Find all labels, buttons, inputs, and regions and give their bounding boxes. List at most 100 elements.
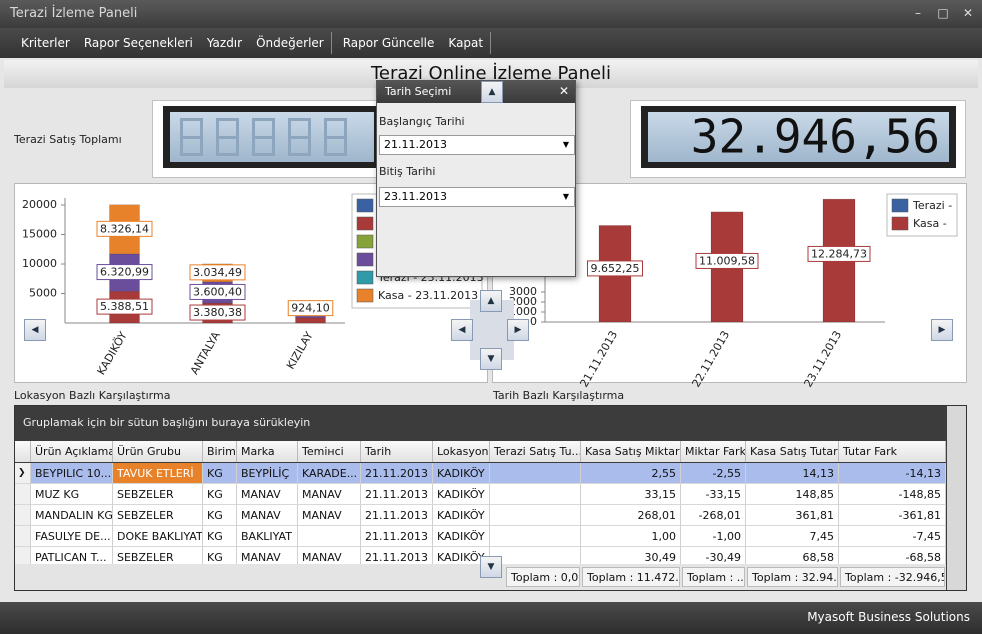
grid-cell[interactable]: KADIKÖY [433,484,490,505]
column-header[interactable]: Birim [203,441,237,462]
grid-cell[interactable]: MANAV [298,547,361,568]
company-name: Myasoft Business Solutions [807,610,970,624]
column-header[interactable]: Marka [237,441,298,462]
grid-cell[interactable]: -33,15 [681,484,746,505]
row-indicator [15,505,31,526]
date-combo[interactable]: 23.11.2013 ▼ [379,187,575,207]
status-bar: Myasoft Business Solutions [0,602,982,634]
grid-cell[interactable]: 2,55 [581,463,681,484]
grid-cell[interactable]: 21.11.2013 [361,463,433,484]
grid-cell[interactable]: 21.11.2013 [361,484,433,505]
expand-button[interactable]: ▼ [480,556,502,578]
grid-cell[interactable]: -1,00 [681,526,746,547]
popup-title: Tarih Seçimi [377,81,575,103]
grid-cell[interactable]: KG [203,505,237,526]
column-header[interactable]: Tutar Fark [839,441,946,462]
grid-cell[interactable]: SEBZELER [113,484,203,505]
grid-cell[interactable] [298,526,361,547]
grid-cell[interactable]: 21.11.2013 [361,505,433,526]
grid-cell[interactable] [490,463,581,484]
grid-cell[interactable]: KG [203,484,237,505]
maximize-button[interactable]: □ [937,6,949,20]
menu-item[interactable]: Kriterler [21,36,70,50]
column-header[interactable]: Tarih [361,441,433,462]
date-combo[interactable]: 21.11.2013 ▼ [379,135,575,155]
grid-cell[interactable]: 268,01 [581,505,681,526]
grid-cell[interactable]: -148,85 [839,484,946,505]
grid-cell[interactable]: DOKE BAKLIYAT [113,526,203,547]
grid-cell[interactable]: MANAV [237,505,298,526]
grid-cell[interactable]: MANAV [237,484,298,505]
grid-cell[interactable]: FASULYE DE... [31,526,113,547]
column-header[interactable]: Kasa Satış Tutarı [746,441,839,462]
grid-cell[interactable] [490,484,581,505]
menu-item[interactable]: Rapor Güncelle [342,36,435,50]
scrollbar[interactable] [947,406,966,590]
grid-cell[interactable]: MANAV [298,505,361,526]
grid-cell[interactable] [490,526,581,547]
close-button[interactable]: ✕ [962,6,974,20]
grid-cell[interactable]: KADIKÖY [433,526,490,547]
lcd-value: 32.946,56 [691,110,940,164]
grid-cell[interactable]: -268,01 [681,505,746,526]
grid-cell[interactable]: KADIKÖY [433,463,490,484]
column-header[interactable]: Ürün Açıklama [31,441,113,462]
scroll-left-button[interactable]: ◀ [24,319,46,341]
grid-cell[interactable]: SEBZELER [113,505,203,526]
grid-cell[interactable]: 14,13 [746,463,839,484]
menu-item[interactable]: Öndeğerler [249,32,332,54]
display-label: Terazi Satış Toplamı [14,133,122,146]
value-label-box [96,298,153,315]
nav-right-button[interactable]: ▶ [507,319,529,341]
grid-cell[interactable]: -14,13 [839,463,946,484]
grid-cell[interactable]: -7,45 [839,526,946,547]
menu-item[interactable]: Yazdır [206,36,243,50]
column-header[interactable]: Terazi Satış Tu... [490,441,581,462]
grid-cell[interactable]: TAVUK ETLERİ [113,463,203,484]
column-header[interactable]: Temінci [298,441,361,462]
window-title: Terazi İzleme Paneli [10,6,138,21]
grid-cell[interactable]: 33,15 [581,484,681,505]
scroll-right-button[interactable]: ▶ [931,319,953,341]
grid-cell[interactable]: BEYPİLİÇ [237,463,298,484]
nav-up-button[interactable]: ▲ [480,290,502,312]
column-header[interactable]: Lokasyon [433,441,490,462]
x-tick-label: 23.11.2013 [801,329,844,390]
grid-cell[interactable]: KADIKÖY [433,547,490,568]
grid-cell[interactable]: MUZ KG [31,484,113,505]
grid-cell[interactable]: 1,00 [581,526,681,547]
x-tick-label: KIZILAY [284,329,316,371]
grid-cell[interactable]: MANDALIN KG [31,505,113,526]
grid-cell[interactable]: 148,85 [746,484,839,505]
popup-close[interactable]: ✕ [559,84,570,98]
grid-cell[interactable]: MANAV [298,484,361,505]
footer-total: Toplam : -32.946,56 [840,567,945,587]
nav-down-button[interactable]: ▼ [480,348,502,370]
popup-pin-button[interactable]: ▲ [481,81,503,103]
grid-cell[interactable]: BEYPILIC 10... [31,463,113,484]
column-header[interactable]: Kasa Satış Miktarı [581,441,681,462]
grid-cell[interactable]: -30,49 [681,547,746,568]
value-label: 8.326,14 [100,222,149,235]
grid-cell[interactable]: KG [203,463,237,484]
column-header[interactable]: Ürün Grubu [113,441,203,462]
grid-cell[interactable]: KG [203,526,237,547]
grid-cell[interactable]: KADIKÖY [433,505,490,526]
grid-cell[interactable] [490,505,581,526]
menu-item[interactable]: Kapat [441,32,492,54]
grid-cell[interactable]: -2,55 [681,463,746,484]
group-panel: Gruplamak için bir sütun başlığını buray… [23,416,311,429]
minimize-button[interactable]: – [915,6,921,20]
nav-left-button[interactable]: ◀ [451,319,473,341]
grid-cell[interactable]: 7,45 [746,526,839,547]
menu-item[interactable]: Rapor Seçenekleri [83,36,193,50]
grid-cell[interactable]: -361,81 [839,505,946,526]
chart-caption: Lokasyon Bazlı Karşılaştırma [14,389,171,402]
menu-bar: Kriterler Rapor Seçenekleri Yazdır Öndeğerl… [0,28,982,58]
grid-cell[interactable]: 361,81 [746,505,839,526]
column-header[interactable]: Miktar Fark [681,441,746,462]
grid-cell[interactable]: 21.11.2013 [361,526,433,547]
grid-cell[interactable]: MANAV [237,547,298,568]
grid-cell[interactable]: KARADE... [298,463,361,484]
grid-cell[interactable]: BAKLIYAT [237,526,298,547]
